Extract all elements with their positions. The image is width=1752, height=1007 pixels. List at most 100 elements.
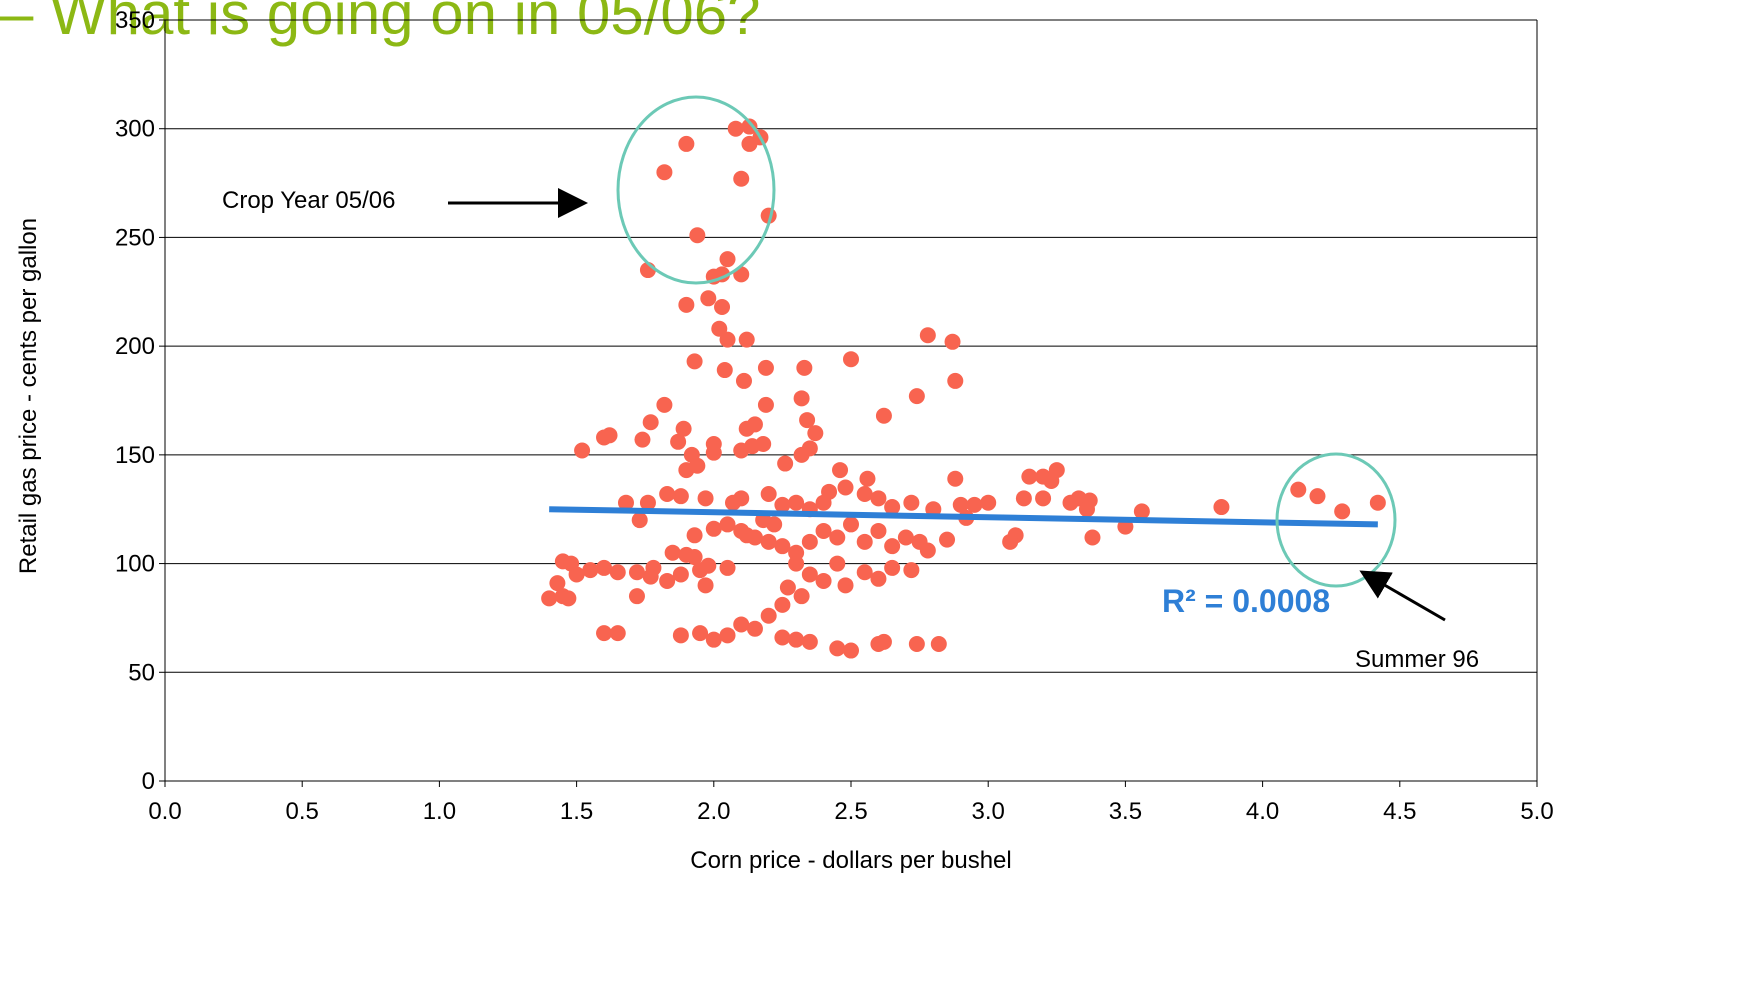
data-point bbox=[631, 512, 648, 529]
data-point bbox=[1290, 481, 1307, 498]
data-point bbox=[919, 542, 936, 559]
data-point bbox=[560, 590, 577, 607]
data-point bbox=[686, 527, 703, 544]
data-point bbox=[760, 485, 777, 502]
x-tick-label: 4.0 bbox=[1246, 798, 1279, 825]
chart-title: – What is going on in 05/06? bbox=[0, 0, 761, 47]
data-point bbox=[774, 538, 791, 555]
data-point bbox=[574, 442, 591, 459]
data-point bbox=[801, 533, 818, 550]
data-point bbox=[719, 559, 736, 576]
data-point bbox=[705, 631, 722, 648]
data-point bbox=[738, 331, 755, 348]
data-point bbox=[980, 494, 997, 511]
data-point bbox=[672, 488, 689, 505]
data-point bbox=[760, 533, 777, 550]
data-point bbox=[815, 522, 832, 539]
data-point bbox=[670, 433, 687, 450]
data-point bbox=[757, 359, 774, 376]
data-point bbox=[744, 438, 761, 455]
data-point bbox=[596, 429, 613, 446]
data-point bbox=[675, 420, 692, 437]
data-point bbox=[837, 577, 854, 594]
data-point bbox=[1062, 494, 1079, 511]
data-point bbox=[774, 629, 791, 646]
data-point bbox=[908, 388, 925, 405]
data-point bbox=[686, 549, 703, 566]
data-point bbox=[727, 120, 744, 137]
data-point bbox=[705, 444, 722, 461]
data-point bbox=[686, 353, 703, 370]
data-point bbox=[870, 490, 887, 507]
data-point bbox=[944, 333, 961, 350]
data-point bbox=[947, 470, 964, 487]
data-point bbox=[1043, 472, 1060, 489]
arrow bbox=[1359, 570, 1446, 622]
data-point bbox=[870, 522, 887, 539]
y-tick-label: 150 bbox=[115, 442, 155, 469]
data-point bbox=[741, 118, 758, 135]
y-tick-label: 100 bbox=[115, 551, 155, 578]
data-point bbox=[582, 562, 599, 579]
data-point bbox=[711, 320, 728, 337]
data-point bbox=[777, 455, 794, 472]
data-point bbox=[897, 529, 914, 546]
data-point bbox=[774, 596, 791, 613]
data-point bbox=[719, 251, 736, 268]
data-point bbox=[689, 227, 706, 244]
data-point bbox=[875, 633, 892, 650]
data-point bbox=[919, 327, 936, 344]
data-point bbox=[596, 625, 613, 642]
data-point bbox=[1369, 494, 1386, 511]
data-point bbox=[656, 164, 673, 181]
data-point bbox=[678, 296, 695, 313]
data-point bbox=[714, 299, 731, 316]
data-point bbox=[678, 135, 695, 152]
data-point bbox=[779, 579, 796, 596]
data-point bbox=[733, 170, 750, 187]
data-point bbox=[645, 559, 662, 576]
data-point bbox=[672, 627, 689, 644]
data-point bbox=[549, 575, 566, 592]
data-point bbox=[807, 425, 824, 442]
highlight-circle bbox=[616, 95, 776, 285]
data-point bbox=[788, 555, 805, 572]
data-point bbox=[719, 331, 736, 348]
data-point bbox=[639, 494, 656, 511]
data-point bbox=[1213, 499, 1230, 516]
data-point bbox=[829, 640, 846, 657]
data-point bbox=[966, 496, 983, 513]
data-point bbox=[628, 588, 645, 605]
x-tick-label: 1.5 bbox=[560, 798, 593, 825]
plot-area: 0 50 100 150 200 250 300 350 0.0 0.5 1.0 1.5 2.0 2.5 3… bbox=[115, 7, 1554, 825]
data-point bbox=[859, 470, 876, 487]
data-point bbox=[609, 564, 626, 581]
annotation: Summer 96 bbox=[1355, 646, 1479, 673]
data-point bbox=[642, 414, 659, 431]
data-point bbox=[716, 362, 733, 379]
data-point bbox=[735, 372, 752, 389]
highlight-circle bbox=[1275, 452, 1397, 588]
data-point bbox=[947, 372, 964, 389]
data-point bbox=[884, 559, 901, 576]
data-point bbox=[774, 496, 791, 513]
x-tick-label: 0.5 bbox=[286, 798, 319, 825]
data-point bbox=[692, 562, 709, 579]
y-tick-label: 250 bbox=[115, 224, 155, 251]
data-point bbox=[1021, 468, 1038, 485]
data-point bbox=[903, 562, 920, 579]
data-point bbox=[766, 516, 783, 533]
data-point bbox=[672, 566, 689, 583]
data-point bbox=[659, 572, 676, 589]
data-point bbox=[1334, 503, 1351, 520]
data-point bbox=[628, 564, 645, 581]
x-tick-label: 3.5 bbox=[1109, 798, 1142, 825]
data-point bbox=[719, 627, 736, 644]
data-point bbox=[788, 631, 805, 648]
data-point bbox=[1309, 488, 1326, 505]
data-point bbox=[1078, 501, 1095, 518]
data-point bbox=[815, 494, 832, 511]
data-point bbox=[1133, 503, 1150, 520]
data-point bbox=[634, 431, 651, 448]
